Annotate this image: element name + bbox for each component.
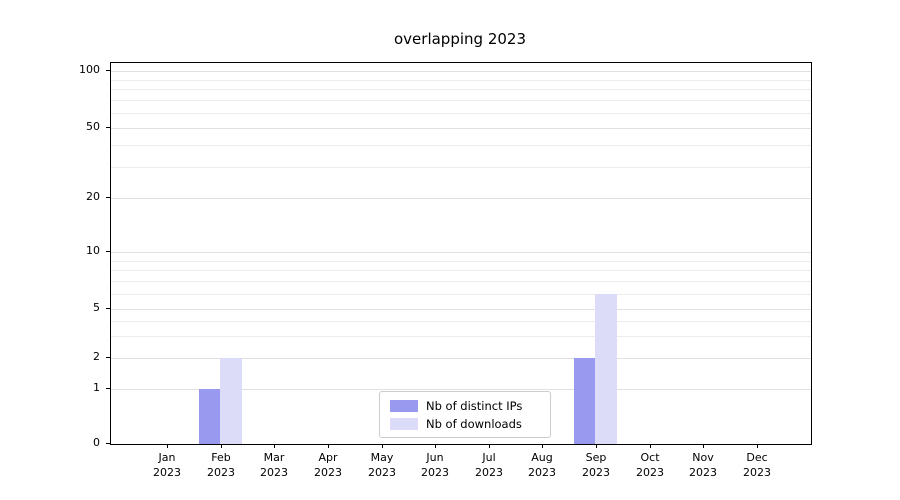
bar-nb-of-distinct-ips-sep [574, 358, 596, 444]
bar-nb-of-distinct-ips-feb [199, 389, 221, 444]
x-tick-year: 2023 [368, 466, 396, 479]
x-tick-year: 2023 [743, 466, 771, 479]
x-axis-tick-mark [650, 444, 651, 448]
gridline [111, 281, 811, 282]
gridline [111, 389, 811, 390]
legend-swatch-icon [390, 399, 418, 412]
x-axis-tick-label: Feb 2023 [193, 450, 249, 480]
gridline [111, 309, 811, 310]
x-axis-tick-mark [542, 444, 543, 448]
x-tick-month: May [370, 451, 394, 464]
x-axis-tick-label: Nov 2023 [675, 450, 731, 480]
x-tick-year: 2023 [207, 466, 235, 479]
y-axis-tick-mark [106, 443, 110, 444]
gridline [111, 261, 811, 262]
gridline [111, 167, 811, 168]
gridline [111, 358, 811, 359]
x-axis-tick-label: Jan 2023 [139, 450, 195, 480]
y-axis-tick-label: 2 [93, 350, 100, 363]
x-axis-tick-label: Sep 2023 [568, 450, 624, 480]
x-axis-tick-mark [221, 444, 222, 448]
gridline [111, 145, 811, 146]
x-axis-tick-mark [596, 444, 597, 448]
bar-nb-of-downloads-feb [220, 358, 242, 444]
legend-label: Nb of downloads [426, 416, 522, 431]
y-axis-tick-label: 20 [86, 190, 100, 203]
y-axis-tick-mark [106, 308, 110, 309]
x-tick-month: Feb [211, 451, 231, 464]
x-axis-tick-mark [274, 444, 275, 448]
x-tick-year: 2023 [314, 466, 342, 479]
x-tick-month: Sep [585, 451, 607, 464]
x-tick-year: 2023 [582, 466, 610, 479]
x-axis-tick-mark [757, 444, 758, 448]
x-axis-tick-label: Dec 2023 [729, 450, 785, 480]
y-axis-tick-label: 10 [86, 244, 100, 257]
x-axis-tick-mark [167, 444, 168, 448]
legend-label: Nb of distinct IPs [426, 398, 523, 413]
gridline [111, 80, 811, 81]
gridline [111, 100, 811, 101]
y-axis-tick-mark [106, 127, 110, 128]
x-tick-month: Mar [263, 451, 285, 464]
y-axis-tick-mark [106, 251, 110, 252]
x-tick-month: Nov [692, 451, 714, 464]
gridline [111, 128, 811, 129]
x-axis-tick-label: Aug 2023 [514, 450, 570, 480]
x-tick-month: Jun [426, 451, 444, 464]
legend-item: Nb of downloads [380, 417, 550, 431]
x-tick-month: Jan [158, 451, 176, 464]
gridline [111, 294, 811, 295]
gridline [111, 270, 811, 271]
gridline [111, 89, 811, 90]
gridline [111, 71, 811, 72]
x-axis-tick-label: Mar 2023 [246, 450, 302, 480]
x-tick-month: Aug [531, 451, 553, 464]
x-tick-year: 2023 [153, 466, 181, 479]
plot-area: Nb of distinct IPs Nb of downloads [110, 62, 812, 445]
legend: Nb of distinct IPs Nb of downloads [379, 391, 551, 438]
y-axis-tick-label: 0 [93, 436, 100, 449]
x-axis-tick-label: Apr 2023 [300, 450, 356, 480]
y-axis-tick-label: 5 [93, 301, 100, 314]
gridline [111, 113, 811, 114]
x-axis-tick-mark [435, 444, 436, 448]
y-axis-tick-label: 100 [79, 63, 100, 76]
x-tick-month: Dec [746, 451, 768, 464]
chart-title: overlapping 2023 [394, 30, 526, 48]
y-axis-tick-mark [106, 70, 110, 71]
x-axis-tick-mark [382, 444, 383, 448]
y-axis-tick-label: 50 [86, 120, 100, 133]
x-tick-month: Oct [640, 451, 660, 464]
x-tick-year: 2023 [528, 466, 556, 479]
gridline [111, 336, 811, 337]
y-axis-tick-mark [106, 388, 110, 389]
x-axis-tick-mark [328, 444, 329, 448]
legend-swatch-icon [390, 417, 418, 430]
x-axis-tick-label: May 2023 [354, 450, 410, 480]
y-axis-tick-mark [106, 357, 110, 358]
x-axis-tick-mark [489, 444, 490, 448]
x-axis-tick-mark [703, 444, 704, 448]
legend-item: Nb of distinct IPs [380, 399, 550, 413]
x-tick-year: 2023 [475, 466, 503, 479]
gridline [111, 321, 811, 322]
x-axis-tick-label: Oct 2023 [622, 450, 678, 480]
x-tick-month: Jul [482, 451, 496, 464]
x-tick-year: 2023 [260, 466, 288, 479]
x-axis-tick-label: Jul 2023 [461, 450, 517, 480]
y-axis-tick-mark [106, 197, 110, 198]
x-tick-year: 2023 [421, 466, 449, 479]
x-tick-month: Apr [318, 451, 338, 464]
x-tick-year: 2023 [689, 466, 717, 479]
gridline [111, 252, 811, 253]
gridline [111, 198, 811, 199]
x-tick-year: 2023 [636, 466, 664, 479]
x-axis-tick-label: Jun 2023 [407, 450, 463, 480]
bar-nb-of-downloads-sep [595, 294, 617, 444]
y-axis-tick-label: 1 [93, 381, 100, 394]
